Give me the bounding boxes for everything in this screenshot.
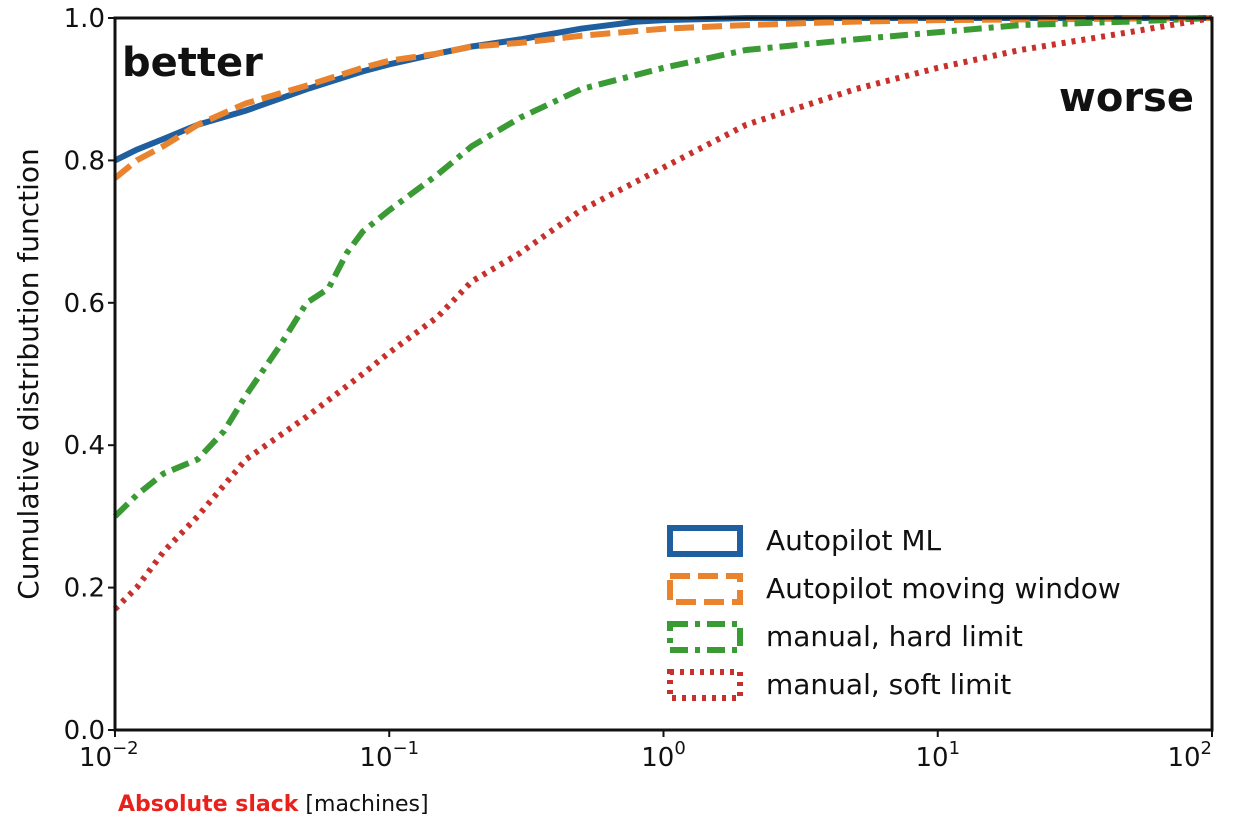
series-layer <box>112 15 1213 612</box>
series-line-2 <box>112 15 1213 519</box>
y-axis-label: Cumulative distribution function <box>12 148 45 600</box>
x-tick-label: 100 <box>641 738 686 773</box>
legend-swatch-2 <box>667 621 743 653</box>
series-line-1 <box>113 15 1213 181</box>
y-tick-label: 0.8 <box>64 146 105 176</box>
y-tick-label: 0.6 <box>64 289 105 319</box>
y-axis-ticks: 0.0 0.2 0.4 0.6 0.8 1.0 <box>64 4 115 746</box>
legend-swatch-0 <box>667 525 743 557</box>
plot-frame <box>113 16 1214 732</box>
annotation-worse: worse <box>1059 75 1194 121</box>
legend-label-3: manual, soft limit <box>766 668 1011 701</box>
legend: Autopilot ML Autopilot moving window manua… <box>667 524 1121 701</box>
y-tick-label: 1.0 <box>64 4 105 34</box>
y-tick-label: 0.2 <box>64 574 105 604</box>
x-axis-label-emphasis: Absolute slack <box>118 792 299 817</box>
x-axis-label-rest: [machines] <box>298 792 429 817</box>
legend-label-1: Autopilot moving window <box>766 572 1121 605</box>
x-tick-label: 10−1 <box>359 738 419 773</box>
x-tick-label: 10−2 <box>79 738 139 773</box>
series-line-0 <box>113 15 1212 164</box>
x-axis-label: Absolute slack [machines] <box>118 792 429 817</box>
x-tick-label: 101 <box>915 738 960 773</box>
y-tick-label: 0.0 <box>64 716 105 746</box>
y-tick-label: 0.4 <box>64 431 105 461</box>
annotation-better: better <box>122 40 263 86</box>
legend-swatch-1 <box>667 573 743 605</box>
x-axis-ticks: 10−2 10−1 100 101 102 <box>79 730 1213 773</box>
legend-swatch-3 <box>667 669 743 701</box>
series-line-3 <box>112 15 1213 612</box>
legend-label-2: manual, hard limit <box>766 620 1023 653</box>
x-tick-label: 102 <box>1167 738 1212 773</box>
legend-label-0: Autopilot ML <box>766 524 942 557</box>
